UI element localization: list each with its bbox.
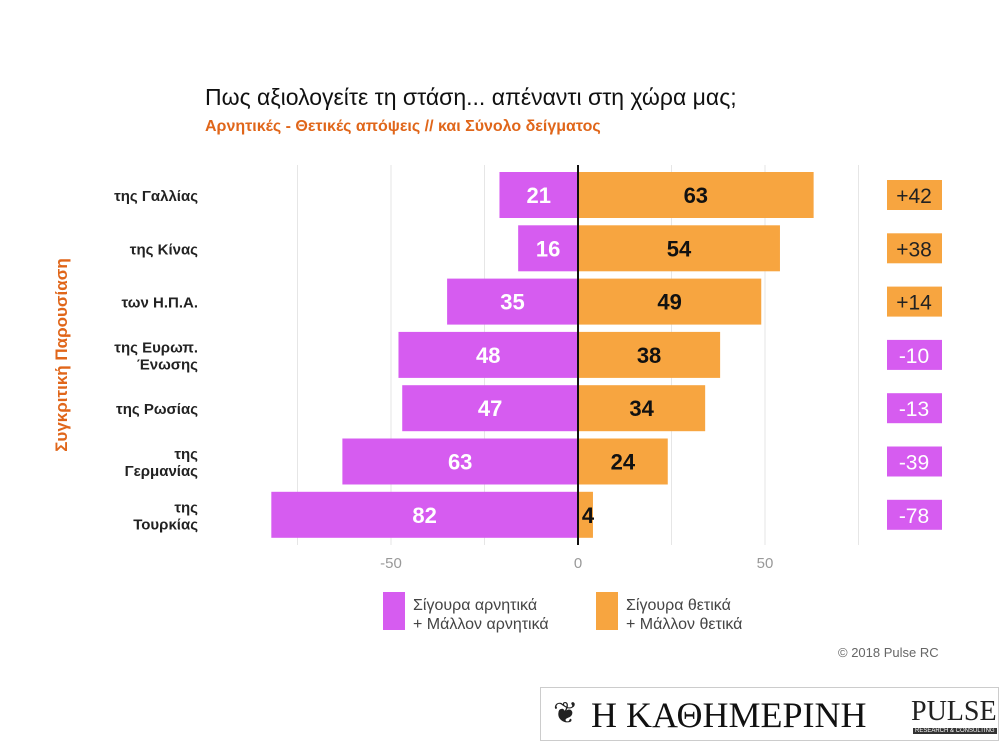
logo-banner: ❦ Η ΚΑΘΗΜΕΡΙΝΗ PULSE RESEARCH & CONSULTI… <box>540 687 999 741</box>
x-tick-label: 0 <box>574 555 582 572</box>
bar-negative <box>402 385 578 432</box>
data-label-positive: 63 <box>684 183 708 208</box>
legend-label: + Μάλλον αρνητικά <box>413 616 549 633</box>
net-value: +14 <box>896 292 932 315</box>
net-badge <box>887 446 942 477</box>
bar-negative <box>271 491 578 538</box>
pulse-logo-sub: RESEARCH & CONSULTING <box>913 728 997 734</box>
net-badge <box>887 286 942 317</box>
category-label: Τουρκίας <box>133 516 198 533</box>
category-label: της <box>174 446 198 463</box>
kathimerini-logo: Η ΚΑΘΗΜΕΡΙΝΗ <box>591 695 867 735</box>
data-label-positive: 34 <box>629 396 654 421</box>
bar-positive <box>578 278 762 325</box>
net-badge <box>887 180 942 210</box>
legend-label: Σίγουρα θετικά <box>626 597 731 614</box>
chart-title: Πως αξιολογείτε τη στάση... απέναντι στη… <box>205 84 737 110</box>
legend-label: + Μάλλον θετικά <box>626 616 742 633</box>
category-label: της Κίνας <box>130 241 198 258</box>
bar-positive <box>578 385 706 432</box>
bar-negative <box>499 172 578 218</box>
net-value: -10 <box>899 345 929 368</box>
data-label-negative: 35 <box>500 290 524 315</box>
pulse-logo: PULSE <box>911 696 997 727</box>
net-value: -78 <box>899 505 929 528</box>
bar-positive <box>578 331 721 378</box>
data-label-positive: 24 <box>611 450 636 475</box>
data-label-negative: 16 <box>536 236 560 261</box>
bar-negative <box>447 278 578 325</box>
bar-positive <box>578 225 780 272</box>
net-badge <box>887 393 942 424</box>
category-label: της Ρωσίας <box>116 401 198 418</box>
net-value: +38 <box>896 238 932 261</box>
net-value: -39 <box>899 452 929 475</box>
griffin-icon: ❦ <box>553 697 579 730</box>
bar-positive <box>578 438 668 485</box>
category-label: Γερμανίας <box>125 463 199 480</box>
bar-negative <box>518 225 578 272</box>
data-label-positive: 4 <box>582 503 595 528</box>
category-label: της Ευρωπ. <box>114 339 198 356</box>
category-label: Ένωσης <box>137 356 198 373</box>
bar-negative <box>342 438 578 485</box>
data-label-negative: 82 <box>412 503 436 528</box>
data-label-positive: 49 <box>657 290 681 315</box>
category-label: της Γαλλίας <box>114 188 198 205</box>
category-label: των Η.Π.Α. <box>122 295 198 312</box>
data-label-negative: 48 <box>476 343 500 368</box>
category-label: της <box>174 499 198 516</box>
bar-positive <box>578 172 814 218</box>
legend-label: Σίγουρα αρνητικά <box>413 597 537 614</box>
data-label-positive: 54 <box>667 236 692 261</box>
net-badge <box>887 339 942 370</box>
net-value: -13 <box>899 398 929 421</box>
net-value: +42 <box>896 185 932 208</box>
data-label-negative: 63 <box>448 450 472 475</box>
legend-swatch <box>596 592 618 630</box>
chart-subtitle: Αρνητικές - Θετικές απόψεις // και Σύνολ… <box>205 118 601 135</box>
chart-svg: -50 0 50 21 63 της Γαλλίας +42 16 54 της Κίνας +38… <box>114 165 942 633</box>
bar-positive <box>578 491 593 538</box>
copyright: © 2018 Pulse RC <box>838 645 939 660</box>
data-label-positive: 38 <box>637 343 661 368</box>
data-label-negative: 21 <box>526 183 550 208</box>
legend-swatch <box>383 592 405 630</box>
net-badge <box>887 233 942 264</box>
bar-negative <box>398 331 578 378</box>
x-tick-label: 50 <box>757 555 774 572</box>
x-tick-label: -50 <box>380 555 402 572</box>
data-label-negative: 47 <box>478 396 502 421</box>
net-badge <box>887 499 942 530</box>
